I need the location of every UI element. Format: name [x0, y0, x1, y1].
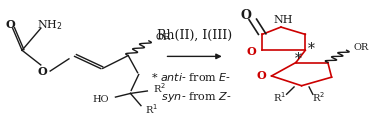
Text: O: O [38, 66, 48, 76]
Text: $\it{syn}$- from $\it{Z}$-: $\it{syn}$- from $\it{Z}$- [151, 90, 231, 104]
Text: R$^1$: R$^1$ [273, 90, 286, 104]
Text: O: O [247, 46, 257, 57]
Text: O: O [256, 70, 266, 82]
Text: NH$_2$: NH$_2$ [37, 18, 63, 32]
Text: HO: HO [92, 95, 109, 104]
Text: Rh(II), I(III): Rh(II), I(III) [157, 29, 232, 42]
Text: R$^2$: R$^2$ [312, 90, 325, 104]
Text: *: * [308, 42, 314, 56]
Text: OR: OR [155, 33, 170, 42]
Text: R$^2$: R$^2$ [153, 82, 166, 95]
Text: R$^1$: R$^1$ [146, 102, 158, 116]
Text: O: O [5, 19, 15, 30]
Text: *: * [294, 52, 301, 66]
Text: NH: NH [273, 15, 293, 25]
Text: * $\it{anti}$- from $\it{E}$-: * $\it{anti}$- from $\it{E}$- [151, 71, 231, 83]
Text: OR: OR [353, 43, 369, 52]
Text: O: O [241, 9, 252, 22]
